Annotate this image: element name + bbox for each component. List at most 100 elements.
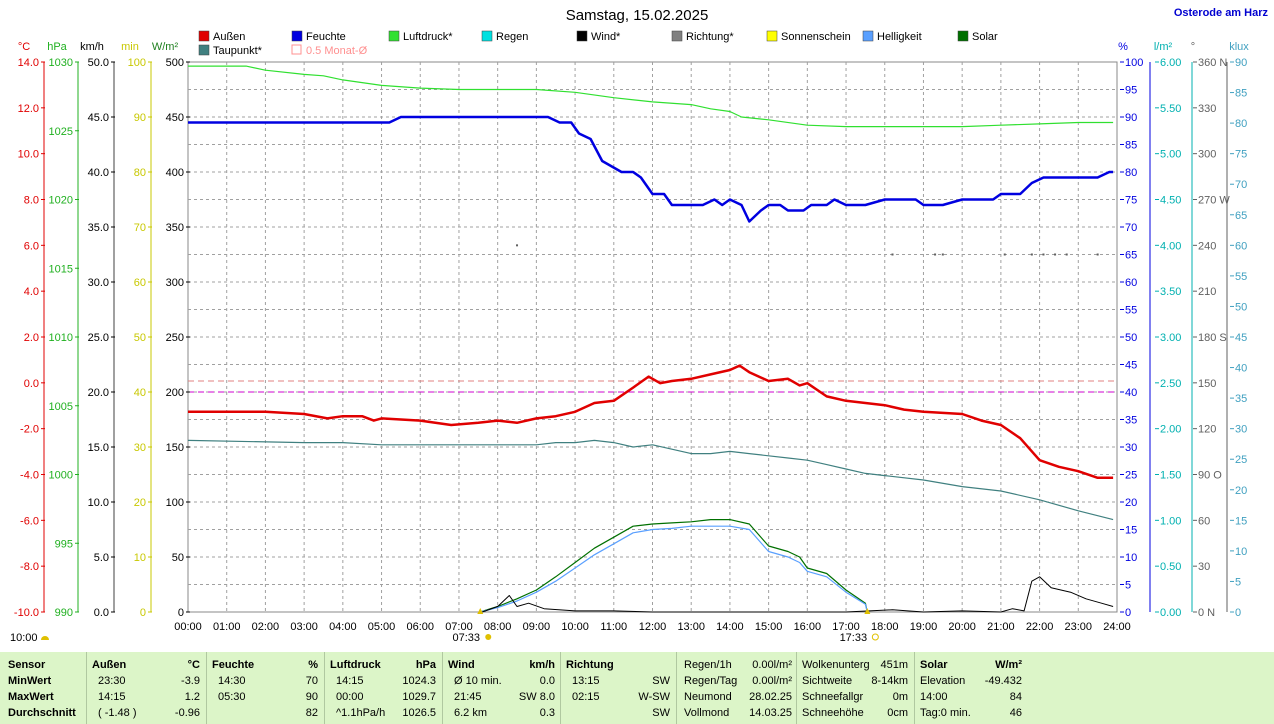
table-cell-value: -3.9 (181, 675, 200, 687)
legend-solar-label: Solar (972, 31, 998, 43)
rain-axis-tick-label: 5.00 (1160, 149, 1181, 161)
time-tick-label: 20:00 (948, 621, 976, 633)
table-extra-label: Schneefallgr (802, 691, 864, 703)
lux-axis-tick-label: 80 (1235, 118, 1247, 130)
lux-axis-tick-label: 5 (1235, 576, 1241, 588)
rain-marker (1096, 253, 1099, 256)
table-col-head: Wind (448, 659, 475, 671)
lux-axis-tick-label: 55 (1235, 271, 1247, 283)
pressure-axis-tick-label: 1010 (49, 332, 73, 344)
minutes-axis-tick-label: 50 (134, 332, 146, 344)
legend-luftdruck-swatch (388, 30, 400, 42)
temp-axis-tick-label: -6.0 (20, 515, 39, 527)
axis-unit-lux: klux (1229, 41, 1249, 53)
humidity-axis-tick-label: 15 (1125, 525, 1137, 537)
table-column-separator (560, 652, 561, 724)
table-col-head: Außen (92, 659, 127, 671)
wind-axis-tick-label: 40.0 (88, 167, 109, 179)
rain-axis-tick-label: 2.50 (1160, 378, 1181, 390)
solar-axis-tick-label: 500 (166, 57, 184, 69)
sunrise-icon (485, 634, 492, 640)
temp-axis-tick-label: -2.0 (20, 424, 39, 436)
lux-axis-tick-label: 70 (1235, 179, 1247, 191)
humidity-axis-tick-label: 90 (1125, 112, 1137, 124)
humidity-axis-tick-label: 20 (1125, 497, 1137, 509)
direction-axis-tick-label: 90 O (1198, 470, 1222, 482)
solar-axis-tick-label: 100 (166, 497, 184, 509)
table-cell-value: SW (652, 675, 670, 687)
time-tick-label: 11:00 (600, 621, 627, 633)
table-col-unit: °C (187, 659, 200, 671)
table-cell-value: W-SW (638, 691, 670, 703)
time-tick-label: 09:00 (523, 621, 551, 633)
minutes-axis-tick-label: 20 (134, 497, 146, 509)
table-cell: 13:15 (572, 675, 600, 687)
table-row-label: Durchschnitt (8, 707, 76, 719)
lux-axis-tick-label: 90 (1235, 57, 1247, 69)
legend-feuchte-swatch (291, 30, 303, 42)
solar-axis-tick-label: 250 (166, 332, 184, 344)
rain-axis-tick-label: 4.00 (1160, 240, 1181, 252)
time-tick-label: 04:00 (329, 621, 357, 633)
table-extra-value: 28.02.25 (749, 691, 792, 703)
table-solar-label: Elevation (920, 675, 966, 687)
chart-title: Samstag, 15.02.2025 (566, 7, 709, 24)
time-tick-label: 01:00 (213, 621, 241, 633)
legend-wind-label: Wind* (591, 31, 621, 43)
legend-taupunkt-swatch (198, 44, 210, 56)
table-column-separator (86, 652, 87, 724)
weather-chart: Samstag, 15.02.2025 Osterode am Harz Außen… (10, 7, 1269, 644)
humidity-axis-tick-label: 65 (1125, 250, 1137, 262)
legend-0-5-monat-swatch (291, 44, 302, 55)
rain-axis-tick-label: 3.50 (1160, 286, 1181, 298)
table-cell-value: SW (652, 707, 670, 719)
direction-axis-tick-label: 120 (1198, 424, 1216, 436)
axis-unit-press: hPa (47, 41, 67, 53)
table-cell: 05:30 (218, 691, 246, 703)
table-col-unit: hPa (415, 659, 436, 671)
humidity-axis-tick-label: 50 (1125, 332, 1137, 344)
table-extra-label: Wolkenunterg (802, 659, 870, 671)
wind-axis-tick-label: 45.0 (88, 112, 109, 124)
legend-regen-swatch (481, 30, 493, 42)
table-row-label: MaxWert (8, 691, 54, 703)
location-label: Osterode am Harz (1174, 7, 1269, 19)
table-cell: 14:15 (98, 691, 126, 703)
table-extra-label: Regen/Tag (684, 675, 738, 687)
series-line-solar (480, 518, 868, 613)
solar-axis-tick-label: 50 (172, 552, 184, 564)
table-row-label: Sensor (8, 659, 46, 671)
humidity-axis-tick-label: 30 (1125, 442, 1137, 454)
table-cell: 02:15 (572, 691, 600, 703)
rain-marker (1030, 253, 1033, 256)
table-extra-label: Neumond (684, 691, 732, 703)
rain-marker (1042, 253, 1045, 256)
temp-axis-tick-label: -10.0 (14, 607, 39, 619)
time-tick-label: 15:00 (755, 621, 783, 633)
legend-helligkeit-label: Helligkeit (877, 31, 922, 43)
humidity-axis-tick-label: 40 (1125, 387, 1137, 399)
axis-unit-wind: km/h (80, 41, 104, 53)
time-tick-label: 23:00 (1065, 621, 1093, 633)
minutes-axis-tick-label: 80 (134, 167, 146, 179)
table-extra-value: 0.00l/m² (752, 675, 792, 687)
wind-axis-tick-label: 25.0 (88, 332, 109, 344)
humidity-axis-tick-label: 55 (1125, 305, 1137, 317)
pressure-axis-tick-label: 995 (55, 538, 73, 550)
solar-axis-tick-label: 150 (166, 442, 184, 454)
temp-axis-tick-label: 4.0 (24, 286, 39, 298)
humidity-axis-tick-label: 85 (1125, 140, 1137, 152)
table-extra-label: Schneehöhe (802, 707, 864, 719)
time-tick-label: 16:00 (794, 621, 822, 633)
legend-au-en-swatch (198, 30, 210, 42)
rain-axis-tick-label: 4.50 (1160, 195, 1181, 207)
direction-axis-tick-label: 60 (1198, 515, 1210, 527)
time-tick-label: 14:00 (716, 621, 744, 633)
rain-axis-tick-label: 6.00 (1160, 57, 1181, 69)
table-cell: ^1.1hPa/h (336, 707, 386, 719)
table-extra-value: 0.00l/m² (752, 659, 792, 671)
rain-axis-tick-label: 1.00 (1160, 515, 1181, 527)
table-solar-label: Tag:0 min. (920, 707, 971, 719)
time-tick-label: 07:00 (445, 621, 473, 633)
legend-richtung-swatch (671, 30, 683, 42)
